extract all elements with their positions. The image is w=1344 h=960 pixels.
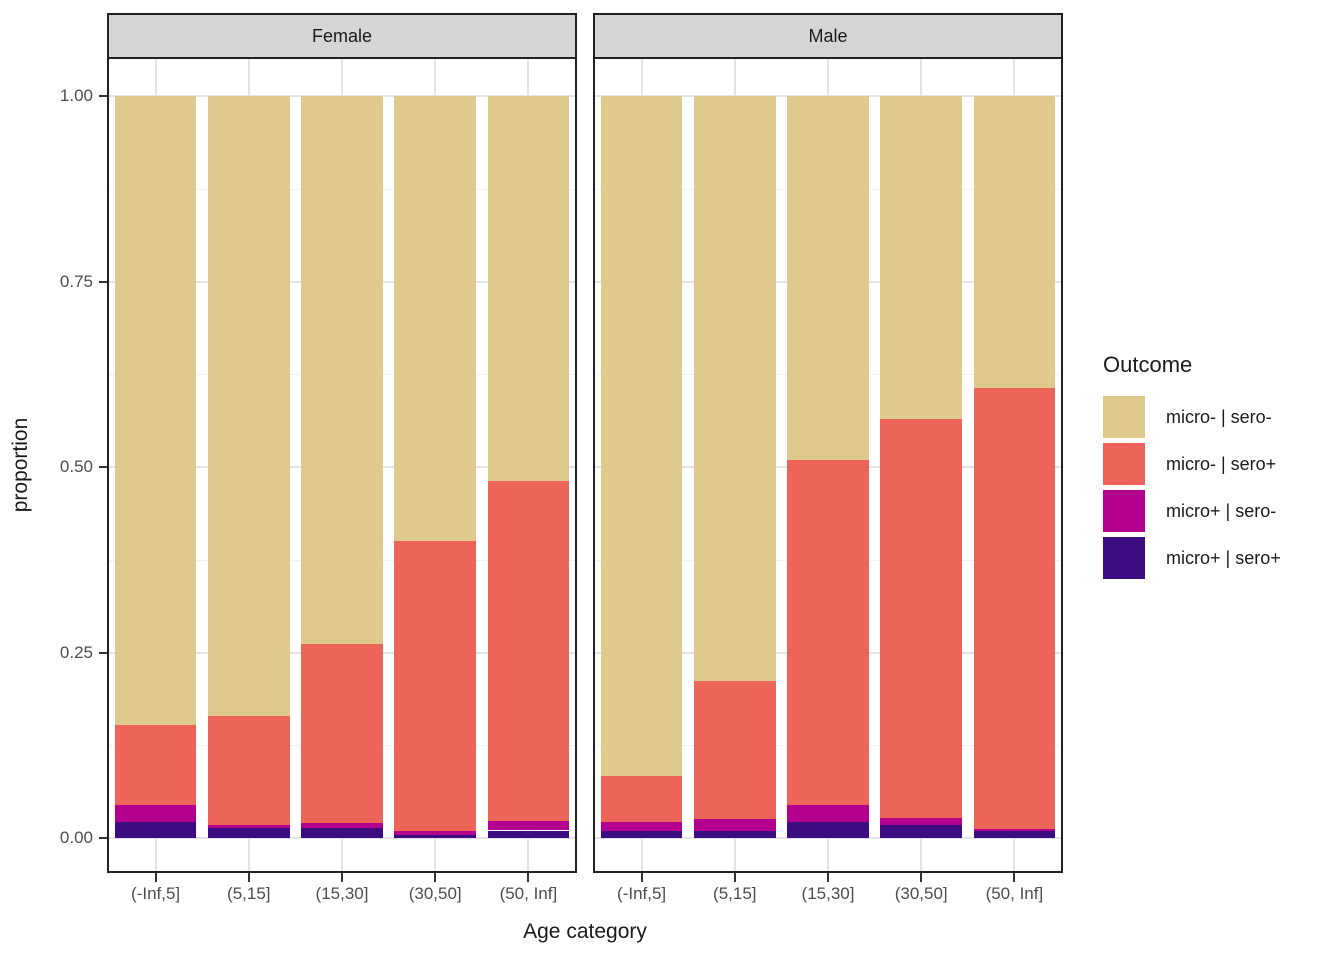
bar-segment (208, 96, 290, 716)
x-axis-tick-label: (50, Inf] (499, 884, 558, 903)
bar-segment (600, 775, 683, 822)
bar-segment (787, 822, 869, 838)
x-axis-tick (920, 873, 923, 882)
y-axis-tick (99, 837, 107, 839)
x-axis-tick-label: (5,15] (713, 884, 757, 903)
bar-segment (694, 96, 776, 682)
y-axis-title: proportion (9, 417, 32, 513)
bar-segment (600, 821, 683, 831)
bar-segment (600, 830, 683, 838)
bar-segment (301, 644, 383, 824)
legend-swatch (1103, 396, 1145, 438)
bar-segment (600, 96, 683, 776)
bar-segment (487, 820, 570, 831)
bar-segment (301, 823, 383, 828)
x-axis-tick (827, 873, 829, 882)
bar-segment (787, 96, 869, 461)
panel-male (593, 57, 1063, 873)
y-axis-tick-label: 0.00 (59, 828, 93, 847)
bar-segment (114, 822, 197, 838)
x-axis-tick (733, 873, 736, 882)
x-axis-tick-label: (30,50] (408, 884, 462, 903)
gridline-major (109, 837, 575, 839)
bar-segment (394, 830, 476, 836)
y-axis-tick (99, 466, 107, 468)
x-axis-tick (640, 873, 643, 882)
x-axis-tick-label: (15,30] (315, 884, 369, 903)
bar-segment (301, 96, 383, 645)
panel-female (107, 57, 577, 873)
bar-segment (880, 96, 962, 419)
bar-segment (208, 828, 290, 838)
bar-segment (487, 481, 570, 821)
bar-segment (973, 829, 1056, 831)
legend-item-label: micro+ | sero- (1166, 500, 1277, 521)
legend-item: micro+ | sero- (1103, 490, 1281, 532)
bar-segment (880, 418, 962, 818)
x-axis-tick-label: (15,30] (801, 884, 855, 903)
bar-segment (880, 818, 962, 825)
x-axis-tick (434, 873, 437, 882)
x-axis-tick (1013, 873, 1016, 882)
bar-segment (301, 827, 383, 838)
x-axis-tick-label: (5,15] (227, 884, 271, 903)
bar-segment (880, 824, 962, 838)
x-axis-tick-label: (-Inf,5] (617, 884, 667, 903)
bar-segment (973, 96, 1056, 388)
legend-item-label: micro+ | sero+ (1166, 547, 1281, 568)
legend-item-label: micro- | sero- (1166, 406, 1272, 427)
bar-segment (787, 804, 869, 823)
bar-segment (394, 835, 476, 838)
bar-segment (394, 540, 476, 831)
x-axis-tick (247, 873, 250, 882)
bar-segment (208, 715, 290, 825)
bar-segment (394, 96, 476, 541)
bar-segment (114, 804, 197, 823)
legend-item: micro- | sero+ (1103, 443, 1281, 485)
y-axis-tick (99, 651, 107, 654)
legend-swatch (1103, 443, 1145, 485)
bar-segment (208, 824, 290, 829)
y-axis-tick (99, 95, 107, 97)
legend-swatch (1103, 490, 1145, 532)
y-axis-tick-label: 0.50 (59, 457, 93, 476)
bar-segment (787, 460, 869, 805)
x-axis-tick (527, 873, 530, 882)
x-axis-tick-label: (30,50] (894, 884, 948, 903)
bar-segment (973, 830, 1056, 838)
bar-segment (694, 830, 776, 838)
gridline-major (595, 837, 1061, 839)
bar-segment (114, 96, 197, 725)
bar-segment (694, 681, 776, 819)
facet-strip-male: Male (593, 13, 1063, 59)
y-axis-tick (99, 280, 107, 283)
legend-item: micro- | sero- (1103, 396, 1281, 438)
x-axis-title: Age category (523, 920, 647, 943)
bar-segment (487, 830, 570, 838)
legend-title: Outcome (1103, 352, 1193, 377)
y-axis-tick-label: 1.00 (59, 86, 93, 105)
bar-segment (973, 387, 1056, 830)
x-axis-tick-label: (50, Inf] (985, 884, 1044, 903)
bar-segment (114, 724, 197, 805)
bar-segment (487, 96, 570, 482)
x-axis-tick (154, 873, 157, 882)
bar-segment (694, 818, 776, 831)
facet-strip-female: Female (107, 13, 577, 59)
legend-item-label: micro- | sero+ (1166, 453, 1277, 474)
y-axis-tick-label: 0.75 (59, 271, 93, 291)
legend-swatch (1103, 537, 1145, 579)
x-axis-tick (341, 873, 343, 882)
legend: Outcome micro- | sero-micro- | sero+ micr… (1103, 352, 1281, 584)
y-axis-tick-label: 0.25 (59, 642, 93, 662)
legend-item: micro+ | sero+ (1103, 537, 1281, 579)
x-axis-tick-label: (-Inf,5] (131, 884, 181, 903)
